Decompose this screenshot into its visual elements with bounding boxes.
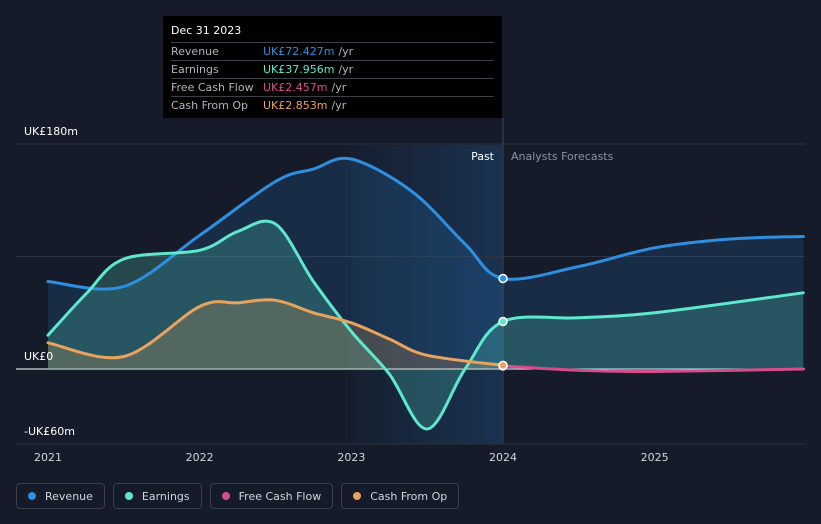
gridlines	[16, 118, 805, 445]
tooltip-row: Cash From Op UK£2.853m/yr	[171, 96, 494, 114]
tooltip-row-label: Cash From Op	[171, 99, 249, 112]
tooltip-row-label: Revenue	[171, 45, 219, 58]
legend-item-label: Revenue	[45, 489, 93, 503]
forecast-label: Analysts Forecasts	[511, 150, 614, 163]
earnings-marker	[498, 316, 508, 327]
tooltip-row: Free Cash Flow UK£2.457m/yr	[171, 78, 494, 96]
earnings-area	[48, 221, 804, 430]
revenue-line	[46, 156, 805, 291]
tooltip-row-unit: /yr	[338, 63, 354, 76]
chart-area: UK£180m UK£0 -UK£60m 2021 2022 2023 2024 2025 Pa…	[16, 118, 805, 464]
x-tick-label: 2025	[641, 451, 669, 464]
revenue-marker	[498, 273, 508, 284]
tooltip-row-unit: /yr	[331, 99, 347, 112]
axis-labels: UK£180m UK£0 -UK£60m 2021 2022 2023 2024 2025 Pa…	[24, 125, 669, 464]
tooltip-row-unit: /yr	[331, 81, 347, 94]
tooltip-date: Dec 31 2023	[171, 24, 242, 37]
series-lines	[46, 156, 805, 431]
cash-from-op-line	[46, 298, 505, 367]
x-tick-label: 2023	[337, 451, 365, 464]
legend-item-label: Free Cash Flow	[238, 489, 322, 503]
tooltip: Dec 31 2023 Revenue UK£72.427m/yr Earnings…	[163, 16, 502, 118]
legend-item-free-cash-flow[interactable]: Free Cash Flow	[209, 483, 334, 509]
tooltip-row-value: UK£37.956m	[263, 63, 335, 76]
x-tick-label: 2021	[34, 451, 62, 464]
y-tick-label: -UK£60m	[24, 425, 75, 438]
legend-dot-icon	[353, 492, 362, 500]
tooltip-row: Earnings UK£37.956m/yr	[171, 60, 494, 78]
legend-dot-icon	[221, 492, 230, 500]
series-markers	[498, 273, 508, 371]
past-label: Past	[471, 150, 495, 163]
x-tick-label: 2022	[186, 451, 214, 464]
legend-item-label: Cash From Op	[370, 489, 448, 503]
legend-item-label: Earnings	[141, 489, 190, 503]
x-tick-label: 2024	[489, 451, 517, 464]
legend-item-cash-from-op[interactable]: Cash From Op	[341, 483, 460, 509]
cash-from-op-area	[48, 299, 503, 369]
free-cash-flow-line	[501, 364, 805, 374]
tooltip-row: Revenue UK£72.427m/yr	[171, 42, 494, 60]
legend-item-revenue[interactable]: Revenue	[16, 483, 105, 509]
tooltip-row-value: UK£2.457m	[263, 81, 328, 94]
past-region-shade	[351, 145, 502, 444]
earnings-line	[46, 219, 805, 431]
legend-dot-icon	[124, 492, 133, 500]
tooltip-row-value: UK£2.853m	[263, 99, 328, 112]
legend: Revenue Earnings Free Cash Flow Cash From O…	[16, 483, 460, 509]
tooltip-row-unit: /yr	[338, 45, 354, 58]
tooltip-row-value: UK£72.427m	[263, 45, 335, 58]
legend-dot-icon	[28, 492, 36, 500]
tooltip-row-label: Earnings	[171, 63, 219, 76]
cash-from-op-marker	[498, 360, 508, 371]
y-tick-label: UK£180m	[24, 125, 78, 138]
tooltip-row-label: Free Cash Flow	[171, 81, 254, 94]
y-tick-label: UK£0	[24, 350, 53, 363]
legend-item-earnings[interactable]: Earnings	[112, 483, 202, 509]
